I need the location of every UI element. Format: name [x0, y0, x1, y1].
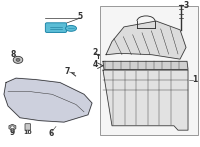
Text: 8: 8	[11, 50, 16, 59]
Text: 3: 3	[184, 1, 189, 10]
Circle shape	[13, 56, 23, 63]
FancyBboxPatch shape	[45, 23, 67, 32]
Text: 10: 10	[24, 130, 32, 135]
Text: 5: 5	[77, 12, 83, 21]
Ellipse shape	[66, 25, 77, 31]
Circle shape	[11, 126, 14, 128]
Text: 6: 6	[48, 129, 54, 138]
Polygon shape	[103, 61, 188, 69]
Polygon shape	[103, 70, 188, 130]
Text: 2: 2	[92, 48, 97, 57]
Polygon shape	[4, 78, 92, 122]
FancyBboxPatch shape	[25, 124, 31, 130]
Text: 1: 1	[192, 75, 198, 84]
Circle shape	[16, 58, 20, 61]
Bar	[100, 6, 198, 135]
Text: 7: 7	[65, 67, 70, 76]
Polygon shape	[106, 21, 186, 59]
Text: 9: 9	[10, 128, 15, 137]
Text: 4: 4	[92, 60, 98, 69]
